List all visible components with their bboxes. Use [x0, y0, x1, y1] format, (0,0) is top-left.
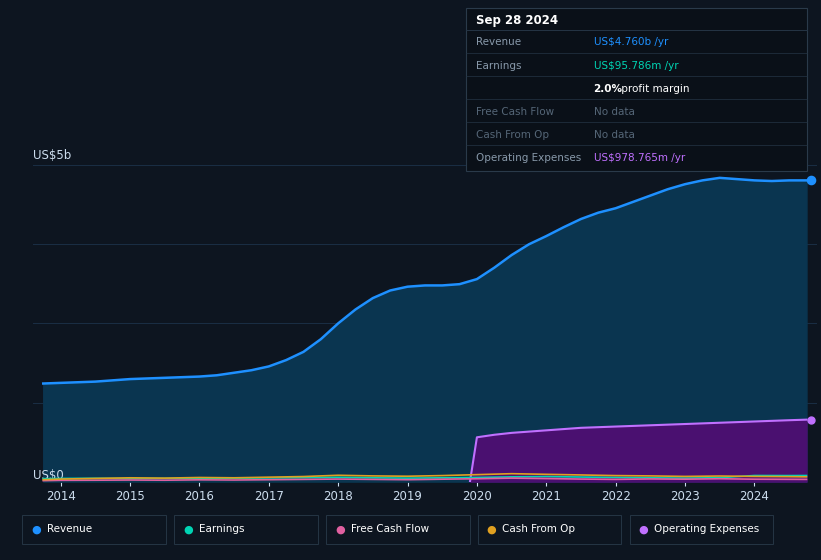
Text: US$5b: US$5b: [33, 149, 71, 162]
Text: ●: ●: [335, 524, 345, 534]
Text: Cash From Op: Cash From Op: [502, 524, 576, 534]
Text: No data: No data: [594, 130, 635, 140]
Text: Earnings: Earnings: [476, 60, 521, 71]
Text: US$4.760b /yr: US$4.760b /yr: [594, 38, 668, 48]
Text: Free Cash Flow: Free Cash Flow: [351, 524, 429, 534]
Text: Cash From Op: Cash From Op: [476, 130, 549, 140]
Text: ●: ●: [639, 524, 649, 534]
Text: Operating Expenses: Operating Expenses: [654, 524, 759, 534]
Text: ●: ●: [183, 524, 193, 534]
Text: Revenue: Revenue: [47, 524, 92, 534]
Text: US$0: US$0: [33, 469, 63, 482]
Text: Free Cash Flow: Free Cash Flow: [476, 107, 554, 117]
Text: profit margin: profit margin: [618, 83, 690, 94]
Text: Sep 28 2024: Sep 28 2024: [476, 14, 558, 27]
Point: [805, 176, 818, 185]
Text: ●: ●: [31, 524, 41, 534]
Text: US$95.786m /yr: US$95.786m /yr: [594, 60, 678, 71]
Text: No data: No data: [594, 107, 635, 117]
Point: [805, 415, 818, 424]
Text: US$978.765m /yr: US$978.765m /yr: [594, 153, 685, 163]
Text: ●: ●: [487, 524, 497, 534]
Text: Earnings: Earnings: [199, 524, 244, 534]
Text: 2.0%: 2.0%: [594, 83, 622, 94]
Text: Revenue: Revenue: [476, 38, 521, 48]
Text: Operating Expenses: Operating Expenses: [476, 153, 581, 163]
